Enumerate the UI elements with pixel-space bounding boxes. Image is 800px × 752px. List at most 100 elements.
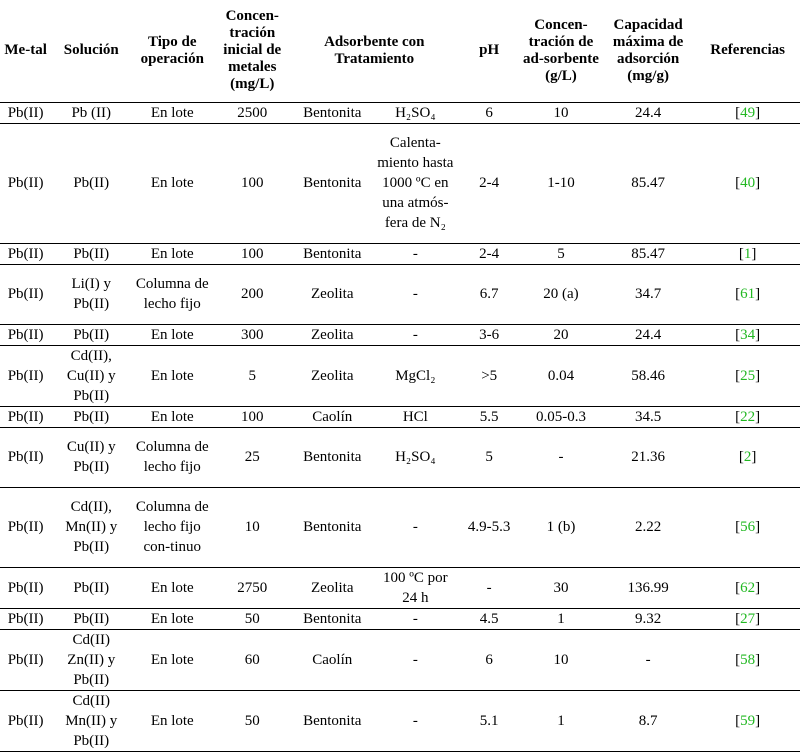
citation-open-bracket: [ [735, 579, 741, 596]
citation-link[interactable]: 40 [740, 175, 756, 191]
citation-link[interactable]: 59 [740, 712, 756, 729]
citation-close-bracket: ] [755, 408, 761, 425]
cell-tratamiento: - [373, 690, 458, 752]
cell-metal: Pb(II) [0, 629, 52, 691]
table-row: Pb(II) Cd(II), Mn(II) y Pb(II) Columna de … [0, 487, 800, 568]
table-row: Pb(II) Pb(II) En lote 300 Zeolita -3-6 20 24.4[… [0, 324, 800, 346]
cell-tipo: En lote [131, 123, 214, 244]
cell-capacidad: 58.46 [600, 345, 696, 407]
cell-tipo: En lote [131, 690, 214, 752]
cell-referencia: [40] [695, 123, 800, 244]
table-row: Pb(II) Pb(II) En lote 100 Caolín HCl 5.5 0.05-0… [0, 406, 800, 428]
cell-tipo: Columna de lecho fijo [131, 264, 214, 325]
cell-tipo: En lote [131, 406, 214, 428]
cell-referencia: [22] [695, 406, 800, 428]
cell-referencia: [61] [695, 264, 800, 325]
cell-concentracion-inicial: 50 [213, 690, 292, 752]
cell-tratamiento: MgCl₂ [373, 345, 458, 407]
cell-ph: 4.9-5.3 [457, 487, 521, 568]
cell-capacidad: 2.22 [600, 487, 696, 568]
cell-concentracion-inicial: 100 [213, 243, 292, 265]
cell-ph: 2-4 [457, 243, 521, 265]
cell-adsorbente: Bentonita [291, 487, 374, 568]
citation-close-bracket: ] [755, 651, 761, 668]
header-tipo: Tipo de operación [131, 0, 214, 103]
citation-link[interactable]: 2 [743, 449, 752, 465]
citation-link[interactable]: 34 [740, 326, 756, 343]
cell-concentracion-inicial: 200 [213, 264, 292, 325]
cell-solucion: Pb(II) [51, 406, 132, 428]
cell-solucion: Li(I) y Pb(II) [51, 264, 132, 325]
cell-ph: 6.7 [457, 264, 521, 325]
cell-concentracion-inicial: 2500 [213, 102, 292, 124]
header-referencias: Referencias [695, 0, 800, 103]
citation-link[interactable]: 1 [743, 245, 752, 262]
citation-open-bracket: [ [735, 175, 741, 191]
cell-concentracion-adsorbente: 10 [520, 629, 601, 691]
cell-metal: Pb(II) [0, 123, 52, 244]
citation-close-bracket: ] [755, 175, 761, 191]
cell-solucion: Cu(II) y Pb(II) [51, 427, 132, 488]
citation-link[interactable]: 27 [740, 610, 756, 627]
citation-link[interactable]: 62 [740, 579, 756, 596]
citation-link[interactable]: 56 [740, 519, 756, 535]
cell-capacidad: 9.32 [600, 608, 696, 630]
citation-open-bracket: [ [735, 651, 741, 668]
citation-link[interactable]: 22 [740, 408, 756, 425]
cell-tratamiento: - [373, 264, 458, 325]
header-capacidad: Capacidad máxima de adsorción (mg/g) [600, 0, 696, 103]
cell-capacidad: 21.36 [600, 427, 696, 488]
cell-tratamiento: - [373, 487, 458, 568]
citation-link[interactable]: 49 [740, 104, 756, 121]
header-row: Me-tal Solución Tipo de operación Concen… [0, 0, 800, 103]
header-concentracion-adsorbente: Concen-tración de ad-sorbente (g/L) [520, 0, 601, 103]
cell-tratamiento: HCl [373, 406, 458, 428]
cell-referencia: [34] [695, 324, 800, 346]
cell-metal: Pb(II) [0, 427, 52, 488]
cell-concentracion-inicial: 60 [213, 629, 292, 691]
cell-tratamiento: - [373, 243, 458, 265]
citation-link[interactable]: 61 [740, 286, 756, 302]
citation-open-bracket: [ [735, 610, 741, 627]
table-row: Pb(II) Pb (II) En lote 2500 Bentonita H₂SO₄ 6 1… [0, 102, 800, 124]
cell-solucion: Cd(II), Cu(II) y Pb(II) [51, 345, 132, 407]
cell-tipo: En lote [131, 567, 214, 609]
cell-metal: Pb(II) [0, 264, 52, 325]
citation-open-bracket: [ [735, 326, 741, 343]
cell-referencia: [58] [695, 629, 800, 691]
citation-open-bracket: [ [735, 286, 741, 302]
cell-solucion: Cd(II) Mn(II) y Pb(II) [51, 690, 132, 752]
citation-open-bracket: [ [738, 449, 744, 465]
citation-close-bracket: ] [751, 449, 757, 465]
citation-open-bracket: [ [735, 104, 741, 121]
cell-capacidad: 24.4 [600, 324, 696, 346]
cell-concentracion-adsorbente: - [520, 427, 601, 488]
cell-adsorbente: Bentonita [291, 102, 374, 124]
citation-link[interactable]: 58 [740, 651, 756, 668]
cell-referencia: [25] [695, 345, 800, 407]
citation-close-bracket: ] [755, 579, 761, 596]
citation-close-bracket: ] [755, 610, 761, 627]
cell-adsorbente: Zeolita [291, 264, 374, 325]
cell-metal: Pb(II) [0, 102, 52, 124]
cell-concentracion-adsorbente: 1 (b) [520, 487, 601, 568]
table-row: Pb(II) Pb(II) En lote 2750 Zeolita 100 ºC por… [0, 567, 800, 609]
cell-solucion: Cd(II), Mn(II) y Pb(II) [51, 487, 132, 568]
cell-adsorbente: Caolín [291, 629, 374, 691]
cell-metal: Pb(II) [0, 608, 52, 630]
cell-concentracion-adsorbente: 10 [520, 102, 601, 124]
cell-adsorbente: Caolín [291, 406, 374, 428]
citation-open-bracket: [ [735, 367, 741, 384]
cell-concentracion-adsorbente: 5 [520, 243, 601, 265]
cell-tipo: Columna de lecho fijo [131, 427, 214, 488]
cell-solucion: Pb (II) [51, 102, 132, 124]
cell-tratamiento: Calenta-miento hasta 1000 ºC en una atmó… [373, 123, 458, 244]
header-metal: Me-tal [0, 0, 52, 103]
table-row: Pb(II) Pb(II) En lote 50 Bentonita -4.5 1 9.32[… [0, 608, 800, 630]
cell-tratamiento: - [373, 324, 458, 346]
citation-link[interactable]: 25 [740, 367, 756, 384]
cell-solucion: Cd(II) Zn(II) y Pb(II) [51, 629, 132, 691]
cell-tipo: Columna de lecho fijo con-tinuo [131, 487, 214, 568]
cell-metal: Pb(II) [0, 487, 52, 568]
